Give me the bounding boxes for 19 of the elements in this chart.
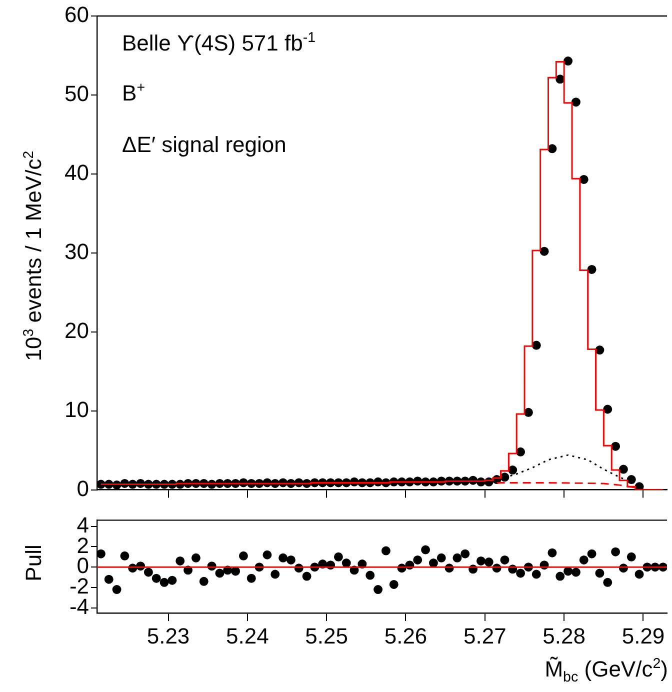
x-tick-label: 5.25 [305,623,348,648]
y-tick-label: 10 [64,396,89,422]
x-tick-label: 5.28 [542,623,586,648]
y-tick-label: 60 [64,2,89,28]
x-tick-label: 5.29 [622,623,665,648]
x-tick-label: 5.23 [146,623,190,648]
y-tick-label: 0 [76,476,89,501]
x-tick-label: 5.26 [384,623,428,648]
x-tick-label: 5.24 [226,623,269,648]
y-tick-label: 30 [64,238,89,264]
y-tick-label: 40 [64,160,89,185]
y-tick-label: 20 [64,318,89,343]
annotation: Belle ϒ(4S) 571 fb$^{-1}$ [122,30,316,56]
y-axis-title: Pull [21,544,47,581]
y-tick-label: 50 [64,81,89,106]
annotation: ΔE′ signal region [122,132,286,158]
annotation: B$^{+}$ [122,80,146,106]
x-tick-label: 5.27 [464,623,506,648]
x-axis-title: M̃$_{bc}$ (GeV/c$^{2}$) [544,656,668,686]
